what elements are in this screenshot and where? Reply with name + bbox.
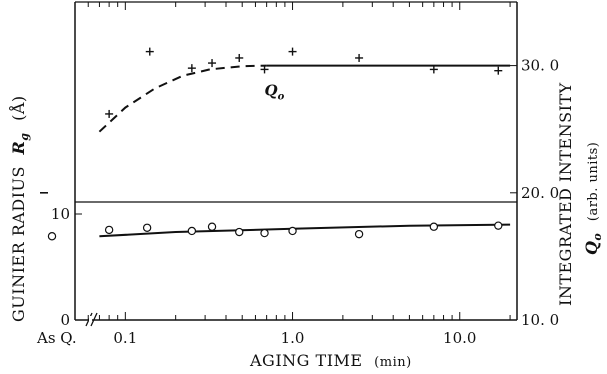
data-point-plus (187, 64, 196, 73)
data-point-circle (260, 228, 269, 238)
right-tick-label-20: 20. 0 (521, 184, 559, 202)
left-axis-label-text: GUINIER RADIUS (9, 166, 28, 322)
right-axis-symbol: Q (582, 241, 601, 255)
data-point-circle (235, 227, 244, 237)
right-axis-label: INTEGRATED INTENSITY (556, 82, 575, 306)
right-tick-label-30: 30. 0 (521, 57, 559, 75)
series-annotation-symbol: Q (265, 81, 278, 99)
left-tick-label-10: 10 (51, 205, 70, 223)
x-break-label: As Q. (36, 329, 77, 347)
left-axis-symbol: R (9, 141, 28, 156)
right-axis-sublabel: Qo (arb. units) (582, 142, 605, 255)
right-axis-label-text: INTEGRATED INTENSITY (556, 82, 575, 306)
left-axis-symbol-sub: g (18, 132, 31, 140)
data-point-circle (429, 222, 439, 231)
data-markers (40, 47, 503, 241)
data-point-circle (142, 223, 152, 232)
series-annotation: Qo (265, 81, 285, 102)
plot-frame (74, 1, 518, 327)
series-annotation-sub: o (278, 91, 285, 102)
x-axis-unit: (min) (374, 355, 412, 370)
fit-curves (98, 64, 511, 238)
data-point-circle (207, 222, 217, 231)
left-tick-label-0: 0 (60, 311, 70, 329)
right-tick-label-10: 10. 0 (521, 311, 559, 329)
data-point-plus (145, 47, 154, 56)
data-point-plus (355, 53, 364, 62)
data-point-circle (288, 226, 297, 236)
y-tick-marks (75, 65, 517, 321)
as-quenched-point-circle (47, 232, 57, 241)
left-axis-unit: (Å) (8, 95, 28, 121)
data-point-circle (187, 226, 197, 236)
data-point-circle (494, 221, 503, 230)
left-axis-label: GUINIER RADIUS Rg (Å) (8, 95, 32, 322)
right-axis-unit: (arb. units) (586, 142, 601, 222)
data-point-circle (104, 225, 114, 235)
data-point-plus (494, 66, 503, 75)
fit-curve-solid (99, 223, 511, 238)
x-tick-label-10.0: 10.0 (443, 329, 476, 347)
data-point-plus (260, 65, 269, 74)
data-point-circle (354, 229, 364, 239)
right-axis-symbol-sub: o (591, 233, 604, 241)
fit-curve-dashed (98, 64, 267, 133)
data-point-plus (105, 109, 114, 118)
x-axis-label-text: AGING TIME (249, 351, 363, 370)
axis-break-mark (85, 312, 98, 327)
x-tick-marks (74, 2, 511, 320)
data-point-plus (429, 65, 438, 74)
data-point-plus (235, 53, 244, 62)
data-point-plus (208, 59, 217, 68)
x-tick-label-1.0: 1.0 (281, 329, 305, 347)
x-tick-label-0.1: 0.1 (113, 329, 137, 347)
x-axis-label: AGING TIME (min) (249, 351, 412, 370)
data-point-plus (288, 47, 297, 56)
